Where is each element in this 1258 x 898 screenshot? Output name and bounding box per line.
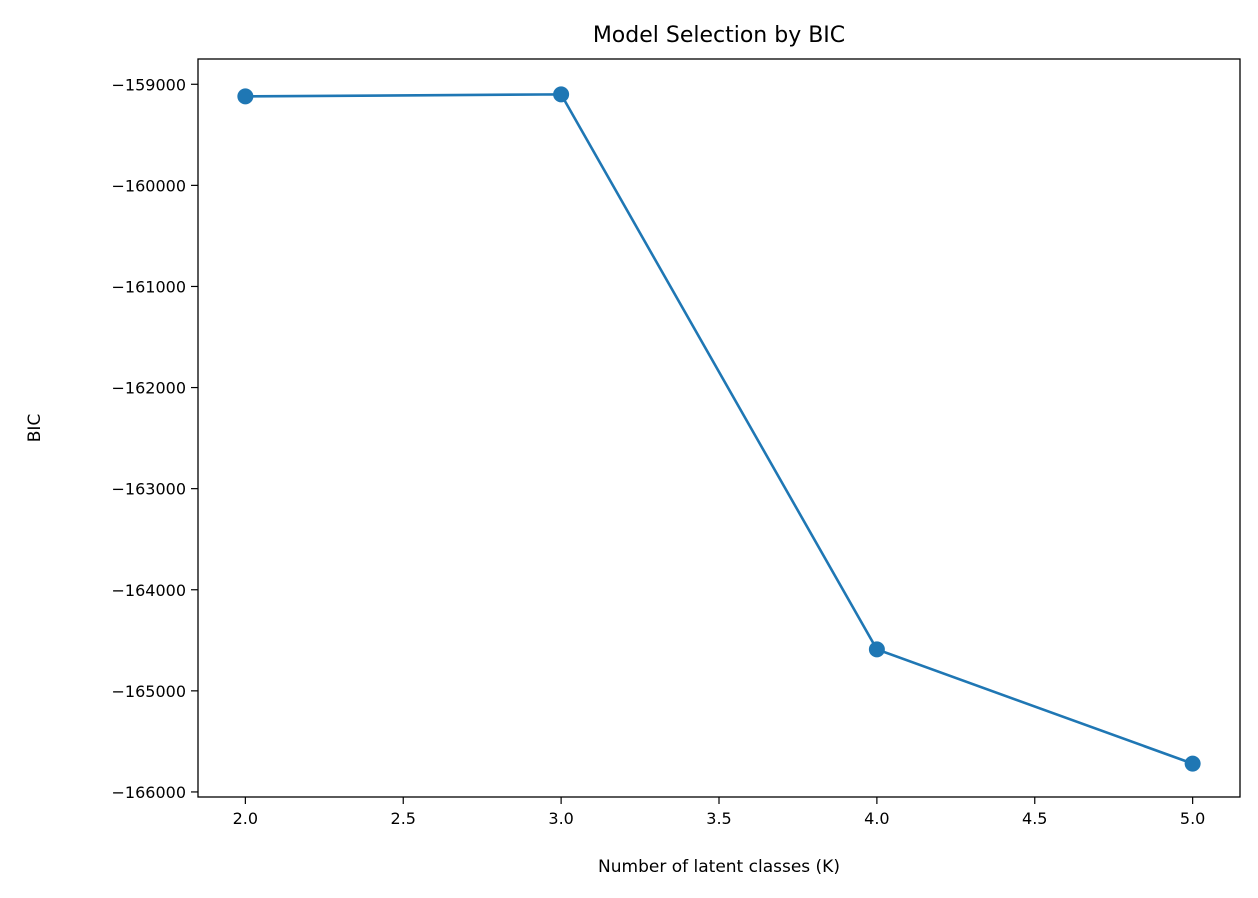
y-tick-label: −164000 [112, 581, 186, 600]
y-tick-label: −165000 [112, 682, 186, 701]
y-tick-label: −162000 [112, 379, 186, 398]
x-axis-ticks: 2.0 2.5 3.0 3.5 4.0 4.5 5.0 [233, 797, 1205, 828]
series-line [245, 93, 1194, 765]
y-axis-ticks: −159000 −160000 −161000 −162000 −163000 −1640… [112, 75, 198, 802]
data-point [553, 86, 570, 103]
x-tick-label: 3.5 [706, 809, 731, 828]
y-tick-label: −166000 [112, 783, 186, 802]
data-point [868, 641, 885, 658]
x-tick-label: 4.0 [864, 809, 889, 828]
y-tick-label: −160000 [112, 176, 186, 195]
data-point [1184, 755, 1201, 772]
plot-series [237, 86, 1201, 772]
plot-frame [197, 58, 1241, 798]
x-tick-label: 2.0 [233, 809, 258, 828]
x-axis-label: Number of latent classes (K) [598, 857, 840, 877]
x-tick-label: 2.5 [391, 809, 416, 828]
y-tick-label: −161000 [112, 277, 186, 296]
chart-title: Model Selection by BIC [593, 23, 845, 48]
y-tick-label: −163000 [112, 480, 186, 499]
x-tick-label: 3.0 [548, 809, 573, 828]
y-tick-label: −159000 [112, 75, 186, 94]
y-axis-label: BIC [25, 414, 45, 443]
x-tick-label: 4.5 [1022, 809, 1047, 828]
x-tick-label: 5.0 [1180, 809, 1205, 828]
data-point [237, 88, 254, 105]
